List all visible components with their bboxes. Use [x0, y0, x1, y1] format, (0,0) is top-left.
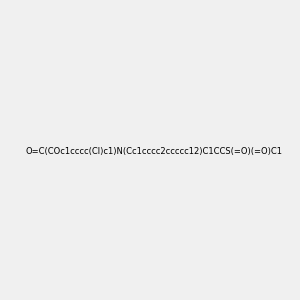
Text: O=C(COc1cccc(Cl)c1)N(Cc1cccc2ccccc12)C1CCS(=O)(=O)C1: O=C(COc1cccc(Cl)c1)N(Cc1cccc2ccccc12)C1C…	[25, 147, 282, 156]
